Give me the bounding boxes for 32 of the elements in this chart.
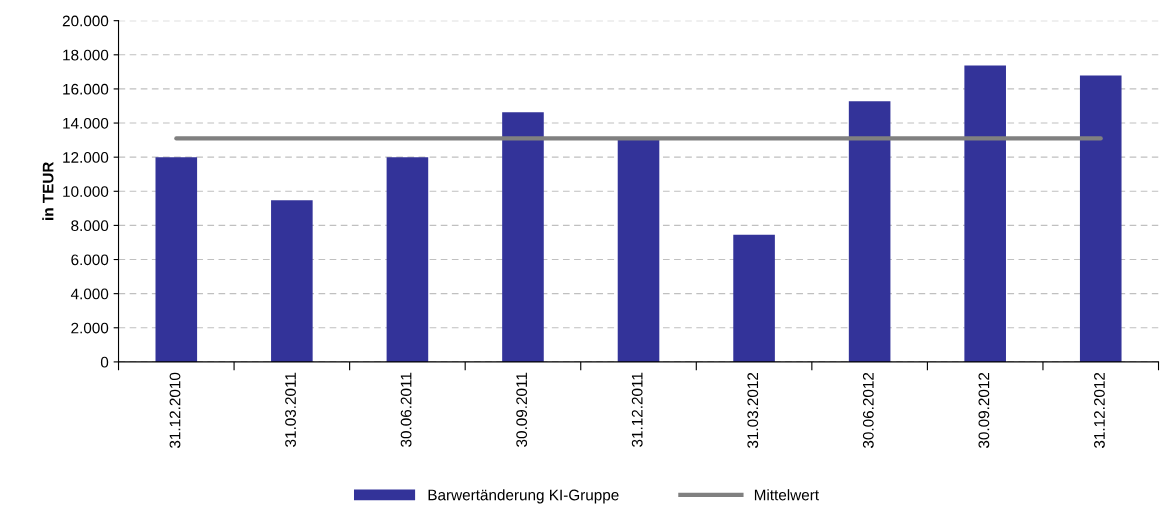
y-tick-label: 20.000 <box>62 15 109 27</box>
x-tick-label: 31.12.2012 <box>1094 372 1105 449</box>
y-tick-label: 0 <box>100 356 109 368</box>
bar <box>155 157 198 362</box>
y-tick-label: 6.000 <box>71 254 109 266</box>
x-tick-label: 31.12.2011 <box>631 372 643 447</box>
bar <box>1079 75 1122 362</box>
x-tick-label: 31.03.2011 <box>285 372 296 447</box>
x-tick-label: 30.06.2012 <box>862 372 874 449</box>
bar <box>964 65 1006 362</box>
y-tick-label: 18.000 <box>63 49 109 61</box>
y-tick-label: 12.000 <box>63 152 109 163</box>
bar <box>733 234 775 362</box>
x-tick-label: 31.12.2010 <box>169 372 181 449</box>
y-tick-label: 14.000 <box>63 117 109 129</box>
y-tick-label: 10.000 <box>63 186 109 197</box>
y-tick-label: 16.000 <box>63 83 109 95</box>
x-tick-label: 31.03.2012 <box>747 372 759 449</box>
bar <box>271 200 313 362</box>
bar <box>617 139 660 362</box>
x-tick-label: 30.09.2011 <box>516 372 528 447</box>
legend-label: Barwertänderung KI-Gruppe <box>428 489 619 504</box>
bar <box>848 101 891 362</box>
bar <box>386 157 429 362</box>
legend-label: Mittelwert <box>754 489 819 501</box>
bar <box>502 112 544 362</box>
x-tick-label: 30.06.2011 <box>400 372 412 447</box>
x-tick-label: 30.09.2012 <box>978 372 990 449</box>
y-tick-label: 8.000 <box>71 220 109 232</box>
y-tick-label: 2.000 <box>71 322 109 334</box>
y-axis-title: in TEUR <box>42 161 54 220</box>
y-tick-label: 4.000 <box>70 288 109 300</box>
